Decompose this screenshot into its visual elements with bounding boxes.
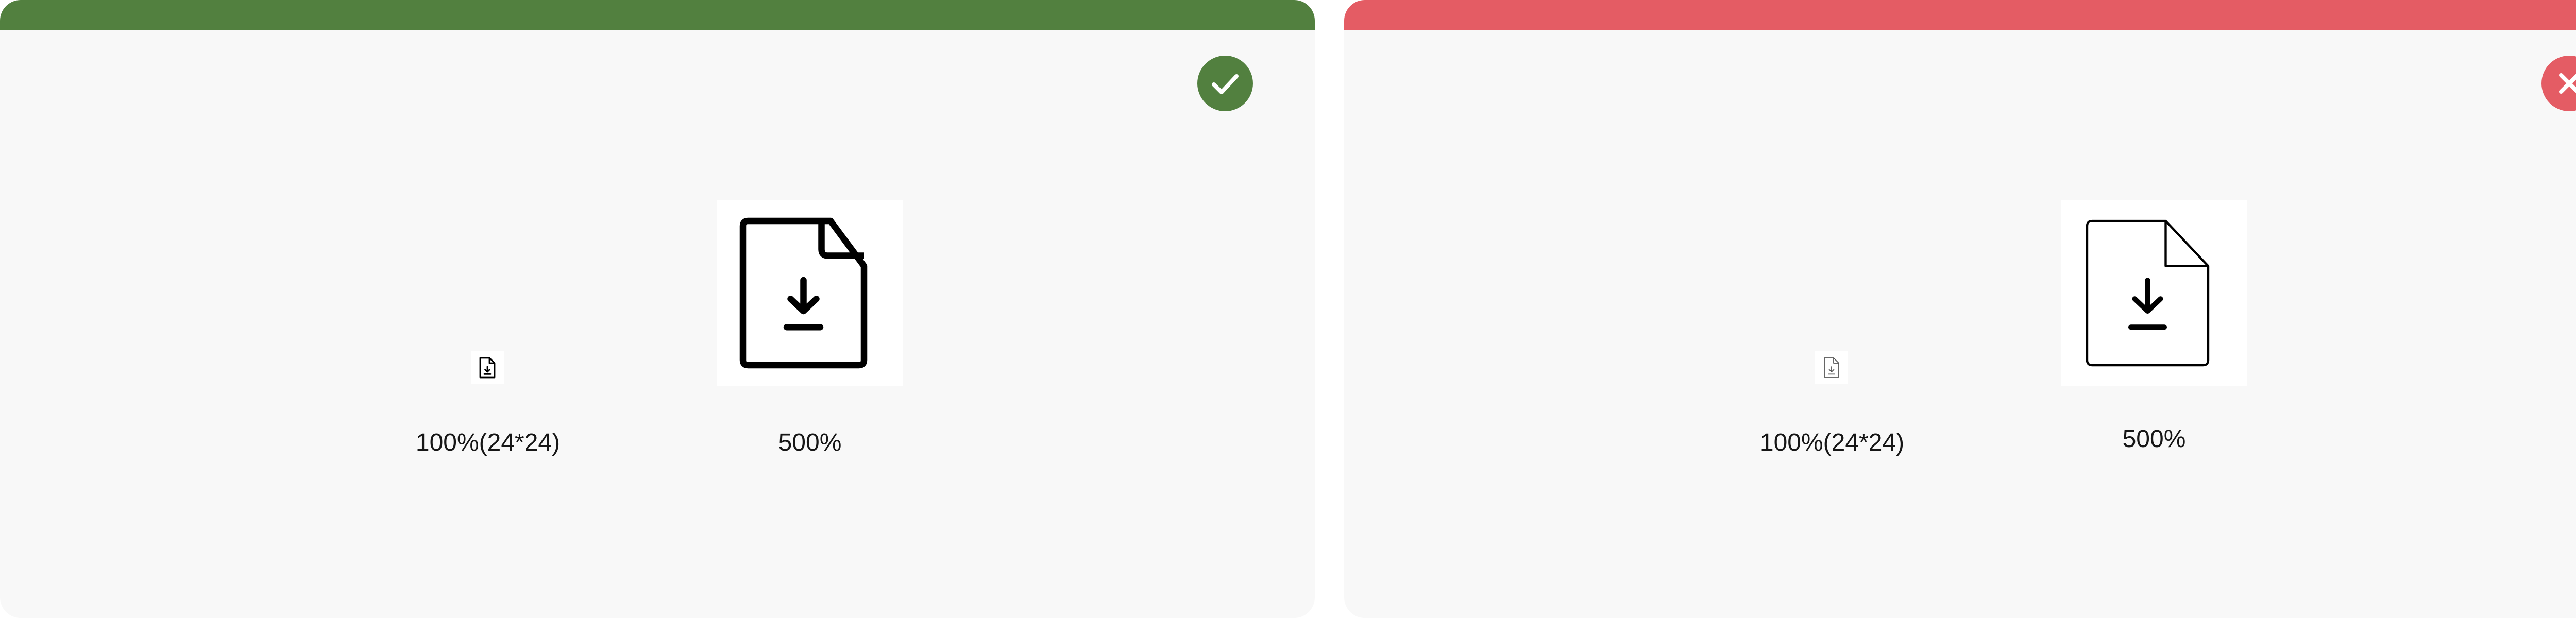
close-icon: [2559, 73, 2576, 94]
small-size-label: 100%(24*24): [415, 429, 561, 456]
checkmark-icon: [1212, 74, 1239, 94]
big-document-download-icon-box: [717, 200, 903, 386]
document-download-icon: [1824, 357, 1839, 378]
do-topbar: [0, 0, 1315, 30]
do-panel: 100%(24*24) 500%: [0, 0, 1315, 456]
document-download-icon: [739, 217, 868, 369]
big-size-label: 500%: [778, 429, 842, 456]
document-download-icon: [479, 357, 496, 379]
dont-badge: [2541, 56, 2576, 111]
big-document-download-icon-box: [2061, 200, 2247, 386]
small-document-download-icon-box: [1815, 351, 1848, 384]
do-badge: [1197, 56, 1253, 111]
dont-topbar: [1344, 0, 2576, 30]
small-size-label: 100%(24*24): [1759, 429, 1905, 456]
dont-panel: 100%(24*24) 500%: [1344, 0, 2576, 618]
small-document-download-icon-box: [471, 351, 504, 384]
document-download-icon: [2086, 219, 2210, 367]
big-size-label: 500%: [2122, 425, 2186, 453]
